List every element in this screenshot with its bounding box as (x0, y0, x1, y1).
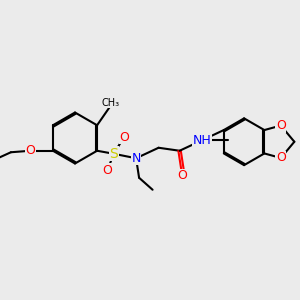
Text: O: O (178, 169, 188, 182)
Text: S: S (109, 147, 118, 161)
Text: O: O (276, 152, 286, 164)
Text: CH₃: CH₃ (101, 98, 120, 108)
Text: O: O (103, 164, 112, 177)
Text: O: O (26, 144, 35, 157)
Text: O: O (276, 119, 286, 132)
Text: NH: NH (193, 134, 211, 147)
Text: N: N (131, 152, 141, 165)
Text: O: O (119, 131, 129, 144)
